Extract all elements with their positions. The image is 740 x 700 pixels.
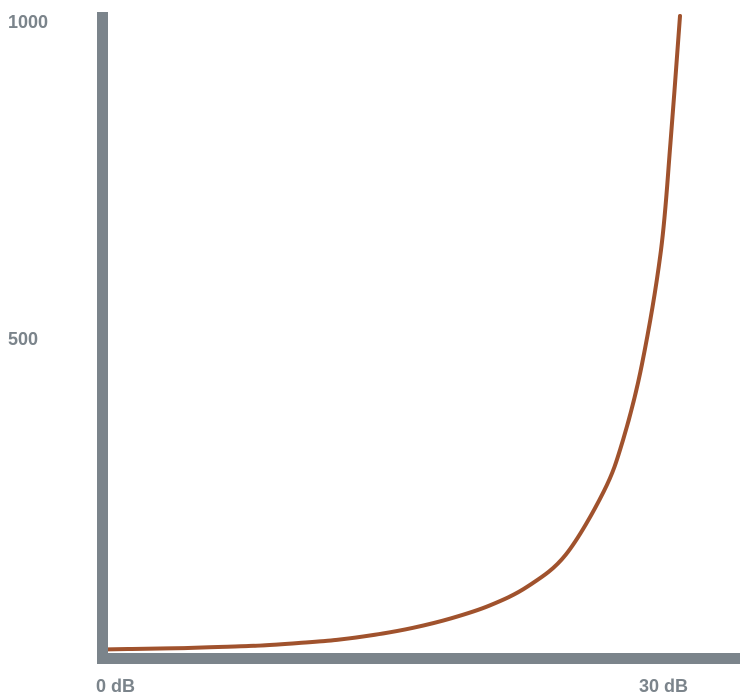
plot-area	[106, 14, 682, 652]
y-axis-line	[97, 12, 108, 664]
x-tick-label-0: 0 dB	[96, 676, 135, 696]
axes	[97, 12, 740, 664]
x-tick-label-30: 30 dB	[639, 676, 688, 696]
x-axis-line	[97, 653, 740, 664]
y-tick-label-500: 500	[8, 329, 38, 349]
y-tick-label-1000: 1000	[8, 12, 48, 32]
series-line-0	[106, 14, 682, 652]
tick-labels: 500 1000 0 dB 30 dB	[8, 12, 688, 696]
